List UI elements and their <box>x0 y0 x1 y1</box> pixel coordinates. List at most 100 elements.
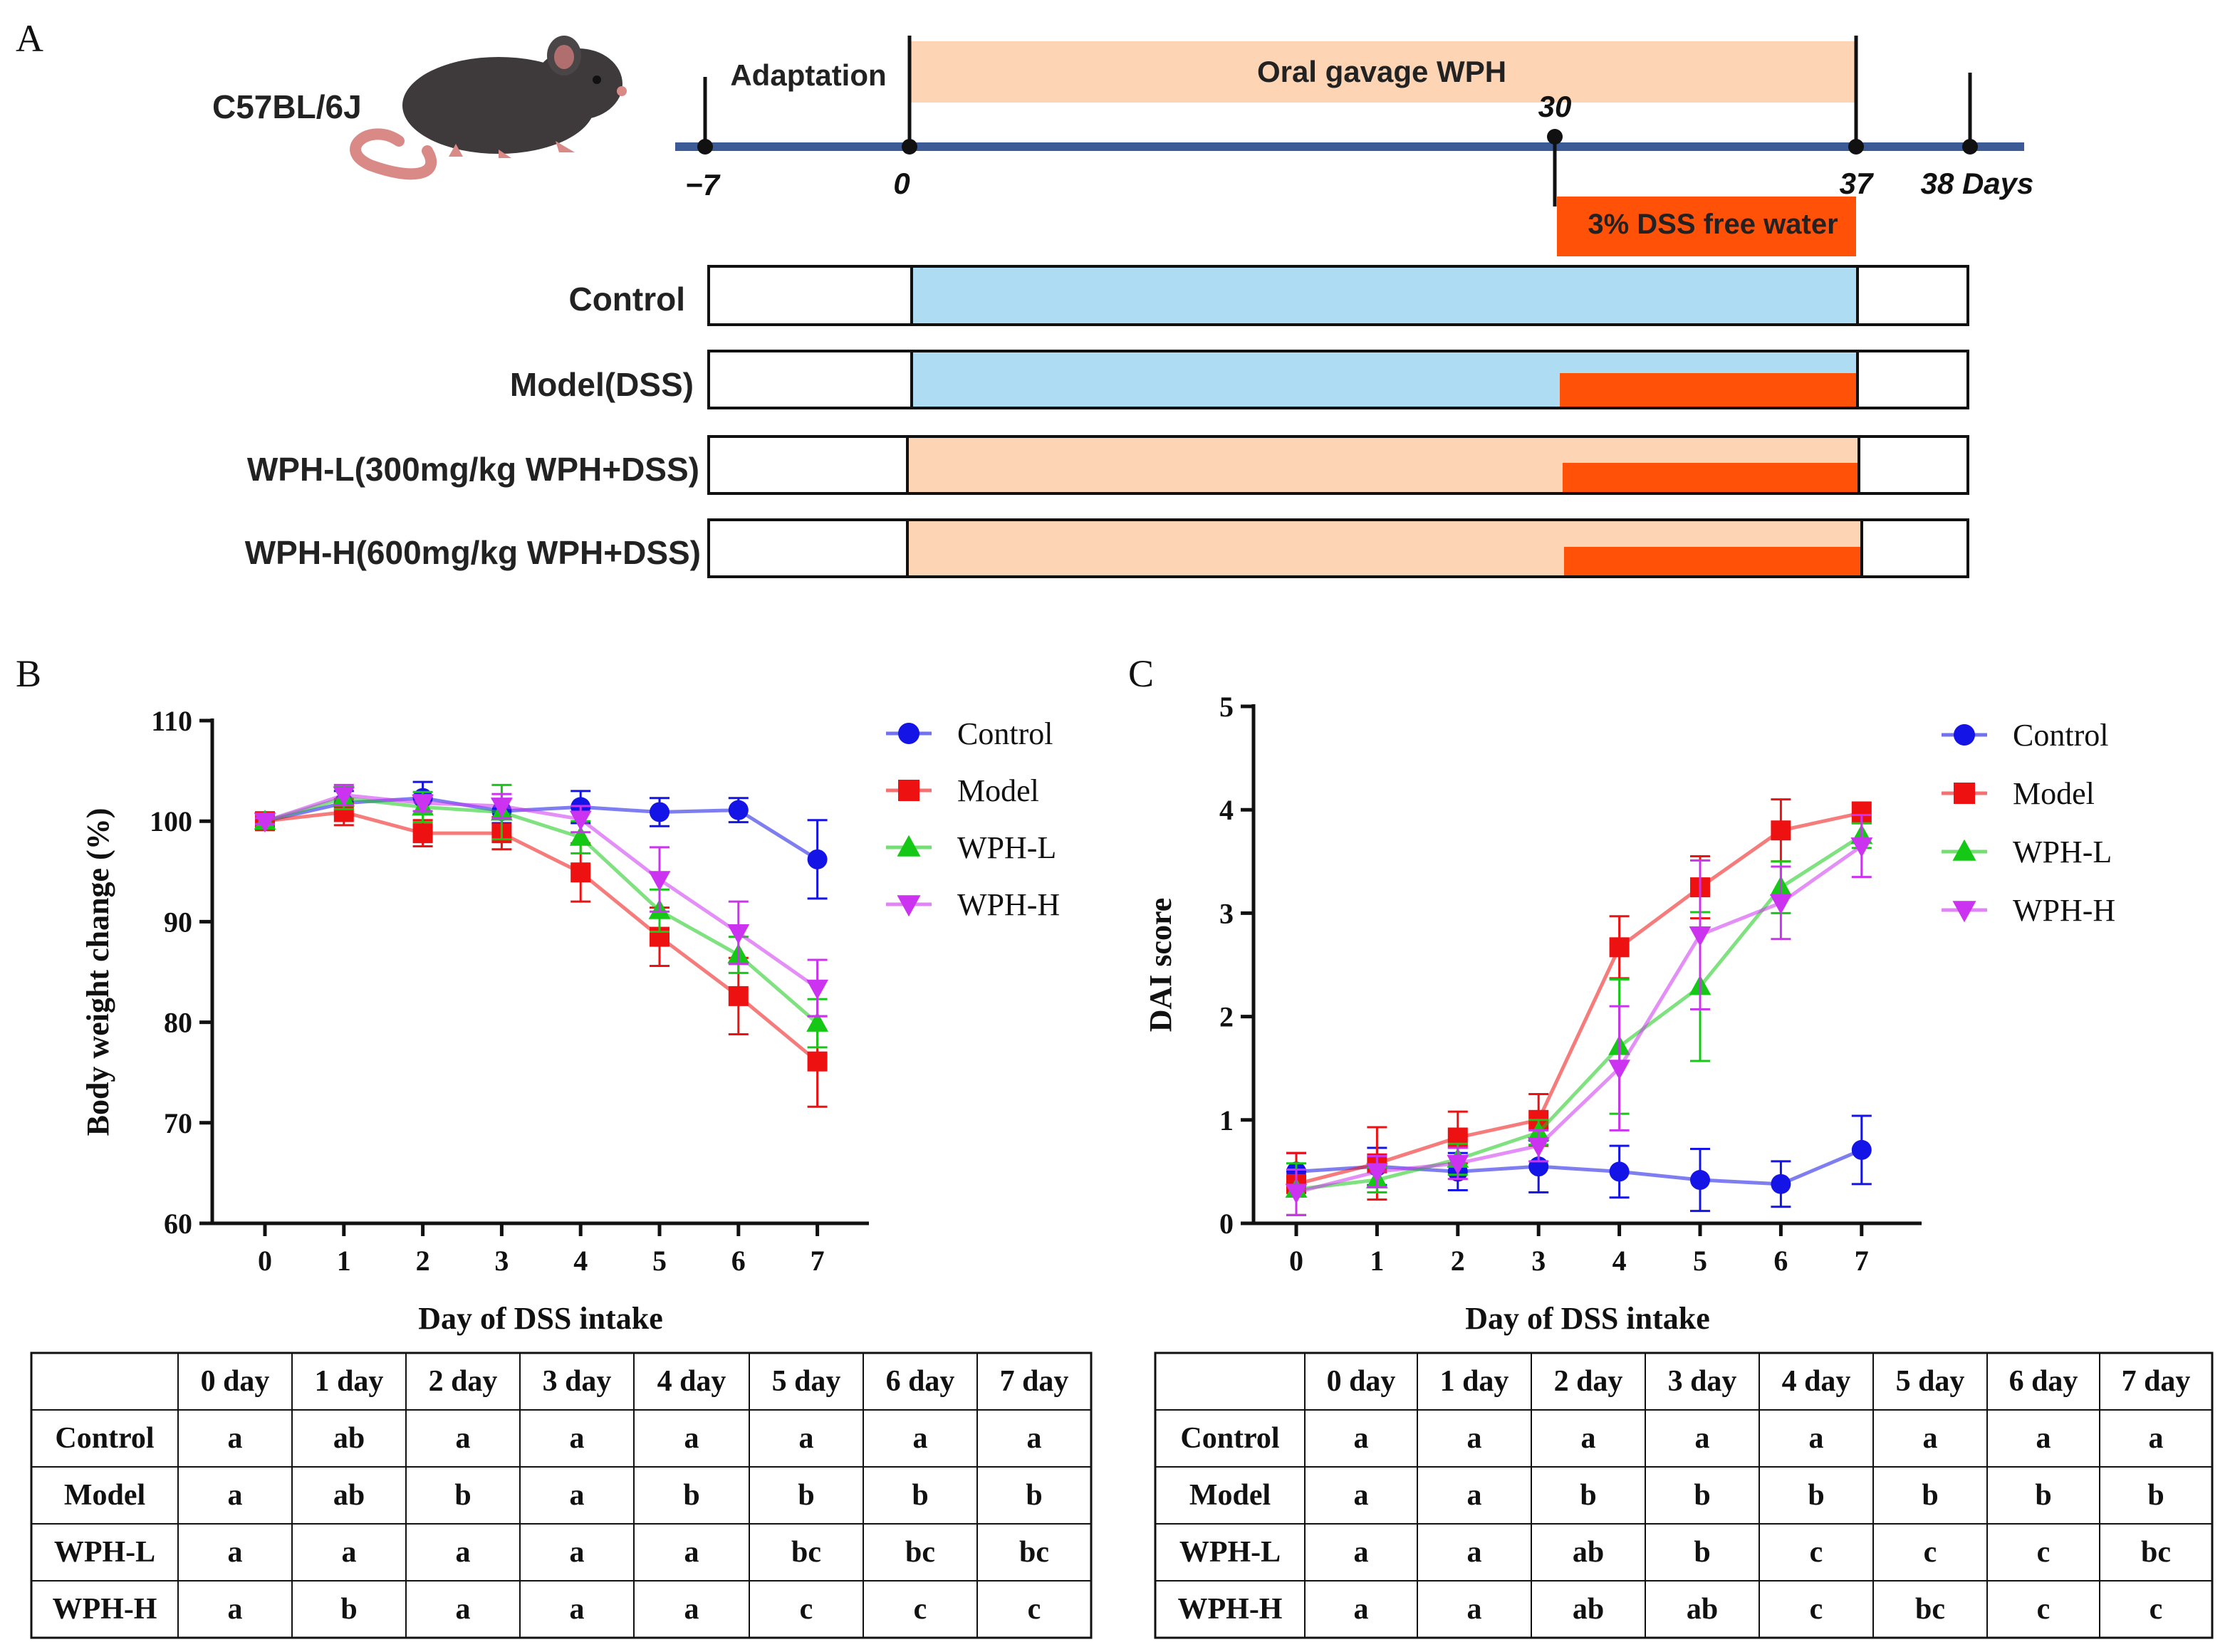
table-row: Control a ab a a a a a a <box>55 1422 1041 1455</box>
header-cell: 2 day <box>429 1365 498 1398</box>
data-point <box>1850 837 1873 858</box>
group-row-wph-l: WPH-L(300mg/kg WPH+DSS) <box>247 435 1969 495</box>
legend-marker <box>1954 724 1975 746</box>
header-cell: 3 day <box>1668 1365 1737 1398</box>
table-cell: b <box>683 1479 699 1512</box>
data-point <box>648 871 671 892</box>
table-cell: b <box>798 1479 814 1512</box>
group-label: WPH-L(300mg/kg WPH+DSS) <box>247 451 699 488</box>
header-cell: 4 day <box>657 1365 726 1398</box>
data-point <box>491 798 513 818</box>
data-point <box>1609 937 1630 958</box>
panel-a-label: A <box>16 17 43 60</box>
series-wph-h <box>1285 813 1873 1216</box>
table-cell: a <box>342 1536 357 1569</box>
table-cell: a <box>1354 1479 1369 1512</box>
data-point <box>650 802 669 822</box>
timeline-dots <box>697 129 1978 155</box>
x-tick-label: 4 <box>1612 1245 1627 1277</box>
table-cell: a <box>1581 1422 1596 1455</box>
data-point <box>1527 1137 1550 1158</box>
header-cell: 7 day <box>1000 1365 1069 1398</box>
series-wph-h <box>254 783 828 1018</box>
row-group-label: WPH-L <box>1179 1536 1281 1569</box>
series-line <box>1296 811 1862 1186</box>
legend-marker <box>897 835 921 857</box>
legend-item-model: Model <box>886 773 1039 808</box>
table-cell: a <box>913 1422 928 1455</box>
table-cell: c <box>1028 1593 1041 1626</box>
dss-bar <box>1557 197 1856 256</box>
x-tick-label: 1 <box>1370 1245 1384 1277</box>
x-tick-label: 5 <box>1693 1245 1707 1277</box>
table-cell: a <box>1354 1536 1369 1569</box>
panel-a: A C57BL/6J Oral gavage WPH Adaptation <box>16 17 2034 578</box>
gavage-label: Oral gavage WPH <box>1257 55 1506 88</box>
legend-item-wph-h: WPH-H <box>886 887 1060 922</box>
table-row: Model a a b b b b b b <box>1189 1479 2164 1512</box>
data-point <box>412 794 434 815</box>
legend-label: WPH-H <box>957 887 1060 922</box>
data-point <box>1689 926 1711 946</box>
table-border <box>1154 1352 2214 1639</box>
series-line <box>264 796 819 1025</box>
series-line <box>1296 834 1863 1191</box>
table-cell: c <box>1924 1536 1937 1569</box>
table-cell: a <box>228 1422 243 1455</box>
data-point <box>1366 1163 1388 1183</box>
group-row-control: Control <box>568 265 1969 326</box>
x-tick-label: 0 <box>258 1245 272 1277</box>
header-cell: 7 day <box>2122 1365 2191 1398</box>
y-axis-title: DAI score <box>1143 898 1178 1032</box>
legend-label: WPH-H <box>2013 893 2115 928</box>
table-border <box>30 1352 1093 1639</box>
x-tick-label: 3 <box>494 1245 509 1277</box>
table-cell: a <box>2036 1422 2051 1455</box>
data-point <box>806 1011 828 1032</box>
header-cell: 1 day <box>1440 1365 1509 1398</box>
table-cell: bc <box>1915 1593 1945 1626</box>
panel-b-label: B <box>16 652 41 695</box>
timeline-tick-marks <box>703 36 1972 206</box>
series-line <box>1296 844 1863 1194</box>
data-point <box>728 986 749 1006</box>
table-cell: a <box>1354 1422 1369 1455</box>
tick-0: 0 <box>893 167 910 200</box>
row-group-label: Control <box>55 1422 154 1455</box>
group-label: Control <box>568 281 685 318</box>
data-point <box>570 862 591 883</box>
group-row-model: Model(DSS) <box>510 350 1969 409</box>
table-row: WPH-H a a ab ab c bc c c <box>1178 1593 2163 1626</box>
legend-label: WPH-L <box>2013 835 2112 869</box>
dss-label: 3% DSS free water <box>1588 209 1838 240</box>
table-row: WPH-H a b a a a c c c <box>53 1593 1041 1626</box>
legend-marker <box>898 723 919 744</box>
legend-marker <box>1952 839 1976 861</box>
data-point <box>807 1051 828 1072</box>
table-cell: b <box>1026 1479 1042 1512</box>
table-cell: c <box>914 1593 927 1626</box>
x-tick-label: 6 <box>1773 1245 1788 1277</box>
y-tick-label: 100 <box>150 805 192 837</box>
legend-label: Control <box>2013 718 2108 753</box>
data-point <box>1771 820 1791 841</box>
table-cell: b <box>340 1593 357 1626</box>
table-cell: ab <box>1573 1536 1604 1569</box>
data-point <box>412 823 433 844</box>
header-cell: 1 day <box>315 1365 384 1398</box>
header-cell: 5 day <box>772 1365 841 1398</box>
table-cell: a <box>1809 1422 1824 1455</box>
group-label: Model(DSS) <box>510 366 694 403</box>
x-tick-label: 7 <box>1855 1245 1869 1277</box>
data-point <box>569 825 592 846</box>
group-row-wph-h: WPH-H(600mg/kg WPH+DSS) <box>245 518 1969 578</box>
table-cell: ab <box>1687 1593 1718 1626</box>
y-tick-label: 80 <box>164 1007 192 1039</box>
table-cell: bc <box>905 1536 935 1569</box>
data-point <box>569 810 592 831</box>
data-point <box>1770 894 1792 914</box>
data-point <box>1609 1161 1630 1182</box>
series-line <box>264 793 819 990</box>
tick-38-days: 38 Days <box>1921 167 2034 200</box>
header-cell: 2 day <box>1554 1365 1623 1398</box>
